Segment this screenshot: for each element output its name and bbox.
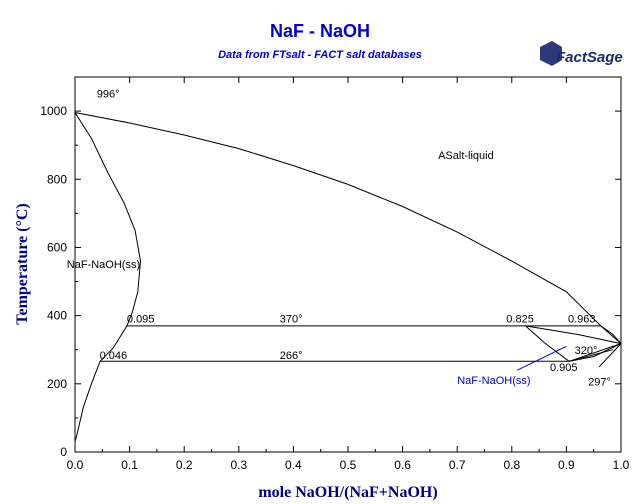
- annotation: 370°: [280, 314, 303, 326]
- series-liquidus: [74, 112, 622, 344]
- annotation: 0.905: [550, 362, 578, 374]
- series-solvus: [74, 112, 142, 442]
- x-tick-label: 1.0: [613, 458, 630, 472]
- factsage-logo: FactSage: [540, 41, 623, 66]
- y-tick-label: 800: [47, 172, 67, 186]
- y-tick-label: 600: [47, 240, 67, 254]
- x-tick-label: 0.1: [121, 458, 138, 472]
- annotation: 0.046: [100, 350, 128, 362]
- plot-frame: [74, 76, 622, 453]
- series-tie-297: [598, 343, 622, 368]
- x-tick-label: 0.6: [394, 458, 411, 472]
- x-tick-label: 0.2: [176, 458, 193, 472]
- chart-subtitle: Data from FTsalt - FACT salt databases: [218, 49, 422, 61]
- y-tick-label: 200: [47, 377, 67, 391]
- x-tick-label: 0.4: [285, 458, 302, 472]
- x-tick-label: 0.8: [503, 458, 520, 472]
- annotation: 0.095: [127, 314, 155, 326]
- x-tick-label: 0.9: [558, 458, 575, 472]
- x-tick-label: 0.5: [340, 458, 357, 472]
- x-tick-label: 0.3: [230, 458, 247, 472]
- series-tie-b: [568, 349, 613, 362]
- annotation: 0.963: [568, 314, 596, 326]
- annotation: NaF-NaOH(ss): [457, 375, 530, 387]
- label-pointer: [517, 345, 567, 371]
- x-tick-label: 0.0: [67, 458, 84, 472]
- annotation: 0.825: [506, 314, 534, 326]
- y-axis-label: Temperature (°C): [14, 203, 31, 324]
- annotation: NaF-NaOH(ss): [67, 259, 140, 271]
- y-tick-label: 1000: [40, 104, 67, 118]
- annotation: 996°: [97, 89, 120, 101]
- annotation: 297°: [588, 377, 611, 389]
- series-tie-320: [568, 343, 622, 362]
- annotation: 320°: [575, 345, 598, 357]
- series-solvus-3: [525, 325, 622, 345]
- x-axis-label: mole NaOH/(NaF+NaOH): [258, 484, 437, 501]
- chart-title: NaF - NaOH: [270, 21, 370, 41]
- series-tie-a: [600, 325, 622, 344]
- y-tick-label: 400: [47, 309, 67, 323]
- annotation: ASalt-liquid: [438, 150, 494, 162]
- annotation: 266°: [280, 350, 303, 362]
- x-tick-label: 0.7: [449, 458, 466, 472]
- logo-text: FactSage: [556, 49, 623, 66]
- y-tick-label: 0: [60, 445, 67, 459]
